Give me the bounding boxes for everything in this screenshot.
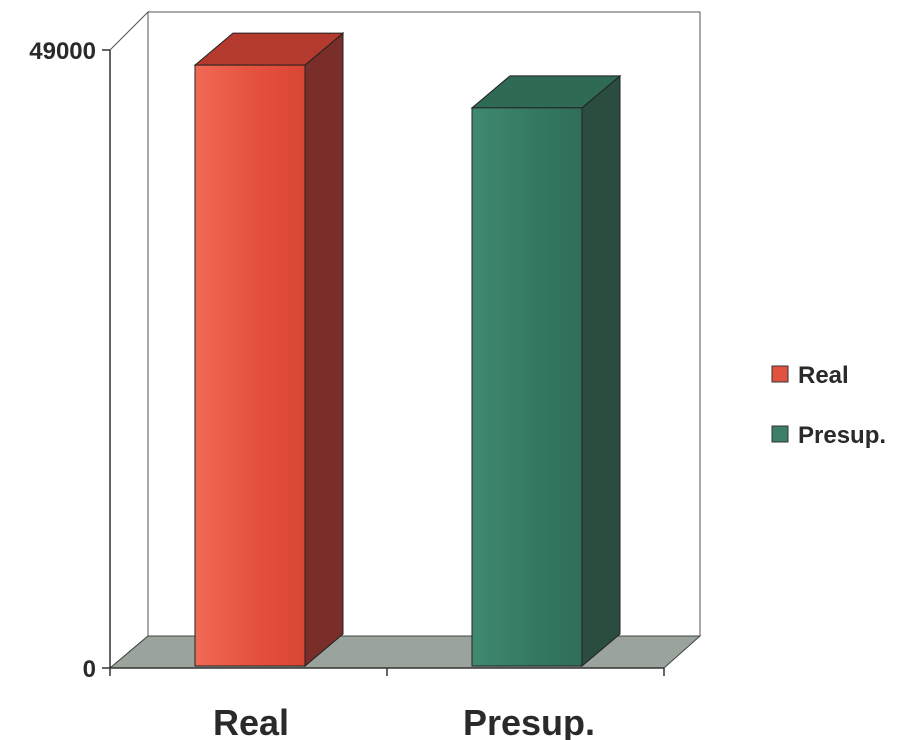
legend-swatch-presup [771,425,789,443]
x-category-label-real: Real [213,702,289,740]
bar-real-front [194,64,306,667]
y-tick-label-max: 49000 [29,38,96,65]
bar-presup-side [581,74,621,668]
legend: Real Presup. [771,362,886,449]
x-category-label-presup: Presup. [463,702,595,740]
legend-swatch-real [771,365,789,383]
y-tick-label-min: 0 [83,656,96,683]
bar-presup [470,74,622,668]
bar-presup-front [471,107,583,667]
legend-label-presup: Presup. [798,422,886,449]
bar-real [193,32,345,668]
bars-group [193,32,622,668]
bar-real-side [304,32,344,668]
plot-side-wall [109,10,149,670]
legend-label-real: Real [798,362,849,389]
